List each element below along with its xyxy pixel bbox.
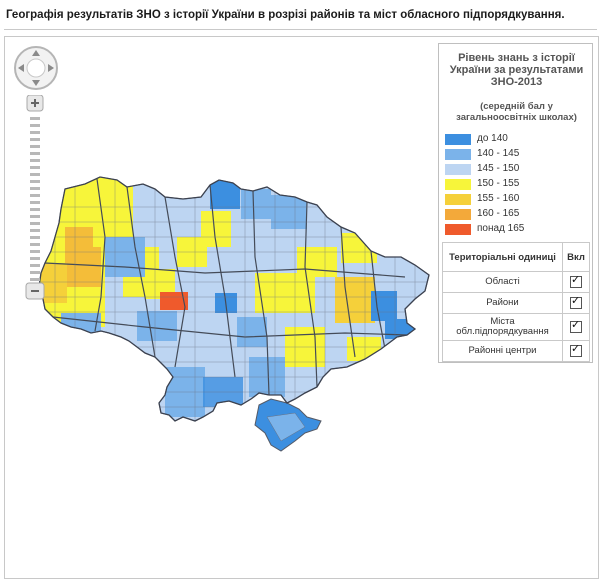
legend-label: 150 - 155 bbox=[477, 178, 520, 189]
layer-table: Територіальні одиниці Вкл Області ✓ Райо… bbox=[442, 242, 590, 362]
layer-row: Області ✓ bbox=[442, 271, 590, 293]
legend-item: до 140 bbox=[445, 133, 585, 146]
legend-label: 140 - 145 bbox=[477, 148, 520, 159]
legend-item: 140 - 145 bbox=[445, 148, 585, 161]
legend-subtitle: (середній бал у загальноосвітніх школах) bbox=[456, 101, 577, 123]
page-title: Географія результатів ЗНО з історії Укра… bbox=[6, 9, 565, 21]
crimea-districts bbox=[266, 412, 306, 442]
legend-swatch bbox=[445, 209, 471, 220]
legend-swatch bbox=[445, 134, 471, 145]
pan-left-icon bbox=[18, 64, 24, 72]
pan-down-icon bbox=[32, 80, 40, 86]
layer-label: Міста обл.підпорядкування bbox=[442, 313, 563, 341]
legend-panel: Рівень знань з історії України за резуль… bbox=[438, 43, 593, 363]
title-divider bbox=[4, 29, 597, 30]
legend-label: понад 165 bbox=[477, 223, 525, 234]
legend-swatch bbox=[445, 149, 471, 160]
legend-label: до 140 bbox=[477, 133, 508, 144]
legend-swatch bbox=[445, 179, 471, 190]
legend-label: 155 - 160 bbox=[477, 193, 520, 204]
layer-header-name: Територіальні одиниці bbox=[442, 242, 563, 272]
layer-row: Райони ✓ bbox=[442, 292, 590, 314]
legend-title: Рівень знань з історії України за резуль… bbox=[449, 52, 584, 88]
legend-swatch bbox=[445, 194, 471, 205]
legend-item: понад 165 bbox=[445, 223, 585, 236]
pan-right-icon bbox=[48, 64, 54, 72]
layer-checkbox-raionni-tsentry[interactable]: ✓ bbox=[570, 343, 582, 357]
layer-label: Області bbox=[442, 271, 563, 293]
legend-label: 145 - 150 bbox=[477, 163, 520, 174]
pan-control[interactable] bbox=[13, 45, 59, 91]
layer-checkbox-raiony[interactable]: ✓ bbox=[570, 295, 582, 309]
map-frame[interactable]: Рівень знань з історії України за резуль… bbox=[4, 36, 599, 579]
district-fills bbox=[39, 177, 425, 417]
ukraine-map[interactable] bbox=[5, 37, 598, 578]
layer-checkbox-oblasti[interactable]: ✓ bbox=[570, 274, 582, 288]
pan-up-icon bbox=[32, 50, 40, 56]
legend-item: 145 - 150 bbox=[445, 163, 585, 176]
layer-label: Райони bbox=[442, 292, 563, 314]
legend-item: 150 - 155 bbox=[445, 178, 585, 191]
legend-item: 160 - 165 bbox=[445, 208, 585, 221]
zoom-slider[interactable] bbox=[25, 95, 45, 305]
layer-label: Районні центри bbox=[442, 340, 563, 362]
district-borders bbox=[39, 177, 429, 421]
layer-checkbox-mista[interactable]: ✓ bbox=[570, 319, 582, 333]
layer-row: Районні центри ✓ bbox=[442, 340, 590, 362]
legend-swatch bbox=[445, 164, 471, 175]
legend-item: 155 - 160 bbox=[445, 193, 585, 206]
legend-swatch bbox=[445, 224, 471, 235]
legend-label: 160 - 165 bbox=[477, 208, 520, 219]
layer-row: Міста обл.підпорядкування ✓ bbox=[442, 313, 590, 341]
layer-header-toggle: Вкл bbox=[562, 242, 590, 272]
